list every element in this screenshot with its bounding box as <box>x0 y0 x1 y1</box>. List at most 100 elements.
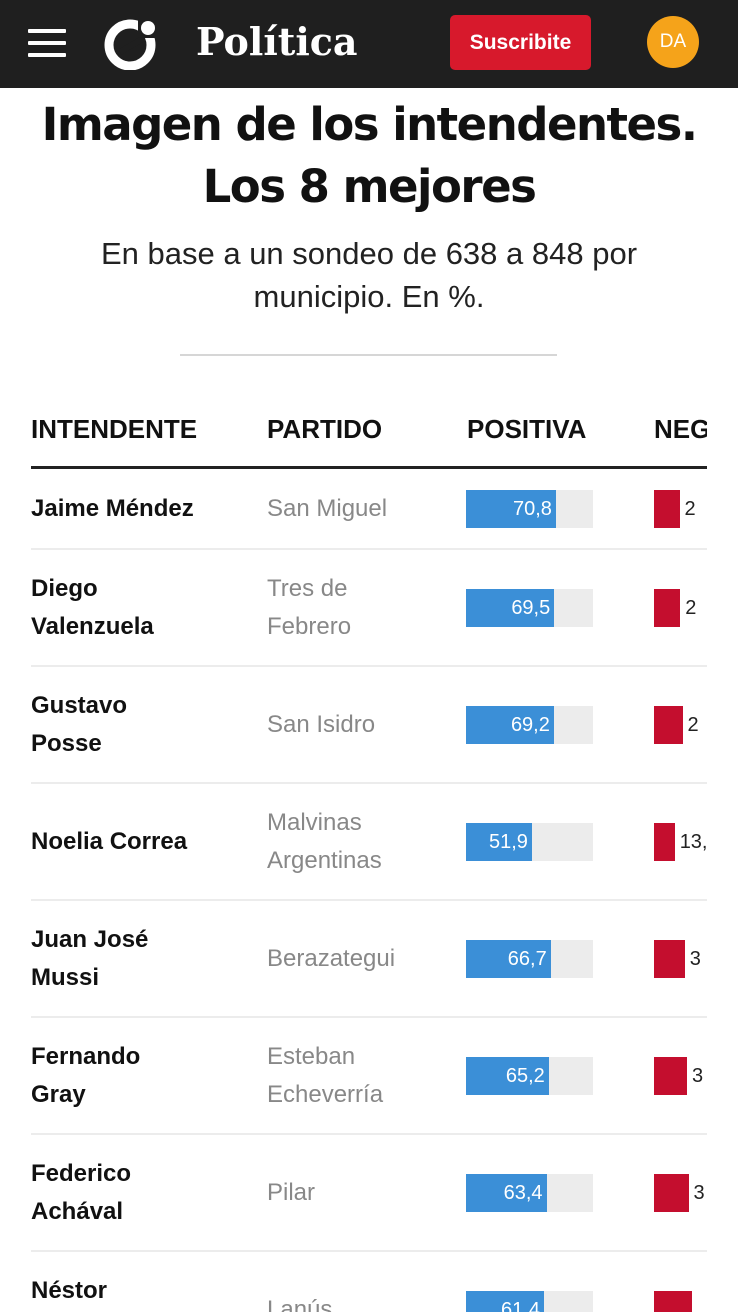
partido-name: Malvinas Argentinas <box>267 784 467 899</box>
headline-line-2: Los 8 mejores <box>202 160 537 213</box>
subscribe-button[interactable]: Suscribite <box>450 15 591 70</box>
mayor-name: Noelia Correa <box>31 784 251 899</box>
subtitle-line-2: municipio. En %. <box>253 279 485 314</box>
partido-name-line: Argentinas <box>267 846 382 874</box>
partido-name-line: Berazategui <box>267 944 396 972</box>
table-row: Juan José Mussi Berazategui 66,7 3 <box>31 901 707 1018</box>
table-row: Federico Achával Pilar 63,4 3 <box>31 1135 707 1252</box>
partido-name-line: Esteban <box>267 1042 356 1070</box>
mayor-name: Juan José Mussi <box>31 901 251 1016</box>
table-row: NéstorGrindetti Lanús 61,4 <box>31 1252 707 1312</box>
negative-bar <box>654 822 675 861</box>
hamburger-menu-icon[interactable] <box>28 27 68 59</box>
partido-name-line: Echeverría <box>267 1080 384 1108</box>
table-row: Diego Valenzuela Tres de Febrero 69,5 2 <box>31 550 707 667</box>
negative-bar <box>654 939 685 978</box>
partido-name: Lanús <box>267 1252 467 1312</box>
partido-name: Pilar <box>267 1135 467 1250</box>
partido-name: Berazategui <box>267 901 467 1016</box>
positive-bar: 69,2 <box>466 705 554 744</box>
mayor-name-line: Mussi <box>31 963 100 991</box>
positive-value: 61,4 <box>501 1298 540 1312</box>
section-divider <box>180 354 557 356</box>
partido-name: Esteban Echeverría <box>267 1018 467 1133</box>
mayor-name: NéstorGrindetti <box>31 1252 251 1312</box>
partido-name-line: San Isidro <box>267 710 376 738</box>
positive-bar-track: 69,5 <box>466 588 593 627</box>
negative-value: 2 <box>684 497 696 520</box>
negative-bar <box>654 1056 687 1095</box>
negative-value: 3 <box>693 1181 705 1204</box>
mayor-name: Gustavo Posse <box>31 667 251 782</box>
positive-bar-track: 63,4 <box>466 1173 593 1212</box>
positive-value: 63,4 <box>503 1181 543 1204</box>
partido-name-line: San Miguel <box>267 494 388 522</box>
partido-name-line: Tres de <box>267 574 348 602</box>
negative-bar <box>654 489 680 528</box>
partido-name: San Isidro <box>267 667 467 782</box>
top-navigation-bar: Política Suscribite DA <box>0 0 738 88</box>
positive-bar: 63,4 <box>466 1173 547 1212</box>
mayor-name-line: Diego <box>31 574 98 602</box>
mayor-name-line: Gray <box>31 1080 86 1108</box>
mayor-name-line: Jaime Méndez <box>31 494 194 522</box>
table-header-row: INTENDENTE PARTIDO POSITIVA NEG <box>31 400 707 469</box>
partido-name-line: Malvinas <box>267 808 362 836</box>
partido-name: San Miguel <box>267 469 467 548</box>
negative-bar <box>654 1173 689 1212</box>
mayor-name: Diego Valenzuela <box>31 550 251 665</box>
partido-name-line: Febrero <box>267 612 352 640</box>
positive-bar: 51,9 <box>466 822 532 861</box>
positive-bar-track: 51,9 <box>466 822 593 861</box>
positive-value: 69,2 <box>510 713 550 736</box>
mayor-name-line: Fernando <box>31 1042 141 1070</box>
table-row: Fernando Gray Esteban Echeverría 65,2 3 <box>31 1018 707 1135</box>
positive-bar: 61,4 <box>466 1290 544 1312</box>
column-header-partido: PARTIDO <box>267 414 383 444</box>
headline-line-1: Imagen de los intendentes. <box>41 98 698 151</box>
negative-value: 2 <box>685 596 697 619</box>
column-header-intendente: INTENDENTE <box>31 414 198 444</box>
positive-bar: 65,2 <box>466 1056 549 1095</box>
article-subtitle: En base a un sondeo de 638 a 848 por mun… <box>70 232 668 318</box>
negative-value: 13, <box>679 830 707 853</box>
mayor-name: Federico Achával <box>31 1135 251 1250</box>
user-avatar[interactable]: DA <box>647 16 699 68</box>
article-headline: Imagen de los intendentes. Los 8 mejores <box>0 94 738 218</box>
positive-value: 65,2 <box>505 1064 545 1087</box>
positive-bar: 70,8 <box>466 489 556 528</box>
table-body: Jaime Méndez San Miguel 70,8 2 Diego Valenzue… <box>31 469 707 1312</box>
mayor-name: Fernando Gray <box>31 1018 251 1133</box>
negative-value: 2 <box>687 713 699 736</box>
section-title[interactable]: Política <box>196 19 358 64</box>
positive-value: 69,5 <box>511 596 551 619</box>
partido-name: Tres de Febrero <box>267 550 467 665</box>
positive-bar-track: 70,8 <box>466 489 593 528</box>
positive-bar-track: 66,7 <box>466 939 593 978</box>
negative-value: 3 <box>689 947 701 970</box>
mayor-name-line: Posse <box>31 729 102 757</box>
partido-name-line: Pilar <box>267 1178 316 1206</box>
clarin-logo-icon[interactable] <box>100 18 160 70</box>
positive-bar: 69,5 <box>466 588 555 627</box>
mayor-name-line: Noelia Correa <box>31 827 188 855</box>
column-header-positiva: POSITIVA <box>467 414 587 444</box>
mayor-name: Jaime Méndez <box>31 469 251 548</box>
mayors-ranking-table: INTENDENTE PARTIDO POSITIVA NEG Jaime Mé… <box>31 400 707 1312</box>
subtitle-line-1: En base a un sondeo de 638 a 848 por <box>100 236 638 271</box>
column-header-negativa: NEG <box>654 414 707 444</box>
negative-bar <box>654 705 683 744</box>
mayor-name-line: Valenzuela <box>31 612 154 640</box>
positive-bar-track: 61,4 <box>466 1290 593 1312</box>
mayor-name-line: Achával <box>31 1197 124 1225</box>
partido-name-line: Lanús <box>267 1295 333 1312</box>
negative-bar <box>654 1290 692 1312</box>
positive-value: 66,7 <box>507 947 547 970</box>
mayor-name-line: Federico <box>31 1159 132 1187</box>
table-row: Jaime Méndez San Miguel 70,8 2 <box>31 469 707 550</box>
negative-value: 3 <box>692 1064 704 1087</box>
table-row: Gustavo Posse San Isidro 69,2 2 <box>31 667 707 784</box>
positive-bar-track: 65,2 <box>466 1056 593 1095</box>
table-row: Noelia Correa Malvinas Argentinas 51,9 13, <box>31 784 707 901</box>
mayor-name-line: Néstor <box>31 1276 108 1304</box>
